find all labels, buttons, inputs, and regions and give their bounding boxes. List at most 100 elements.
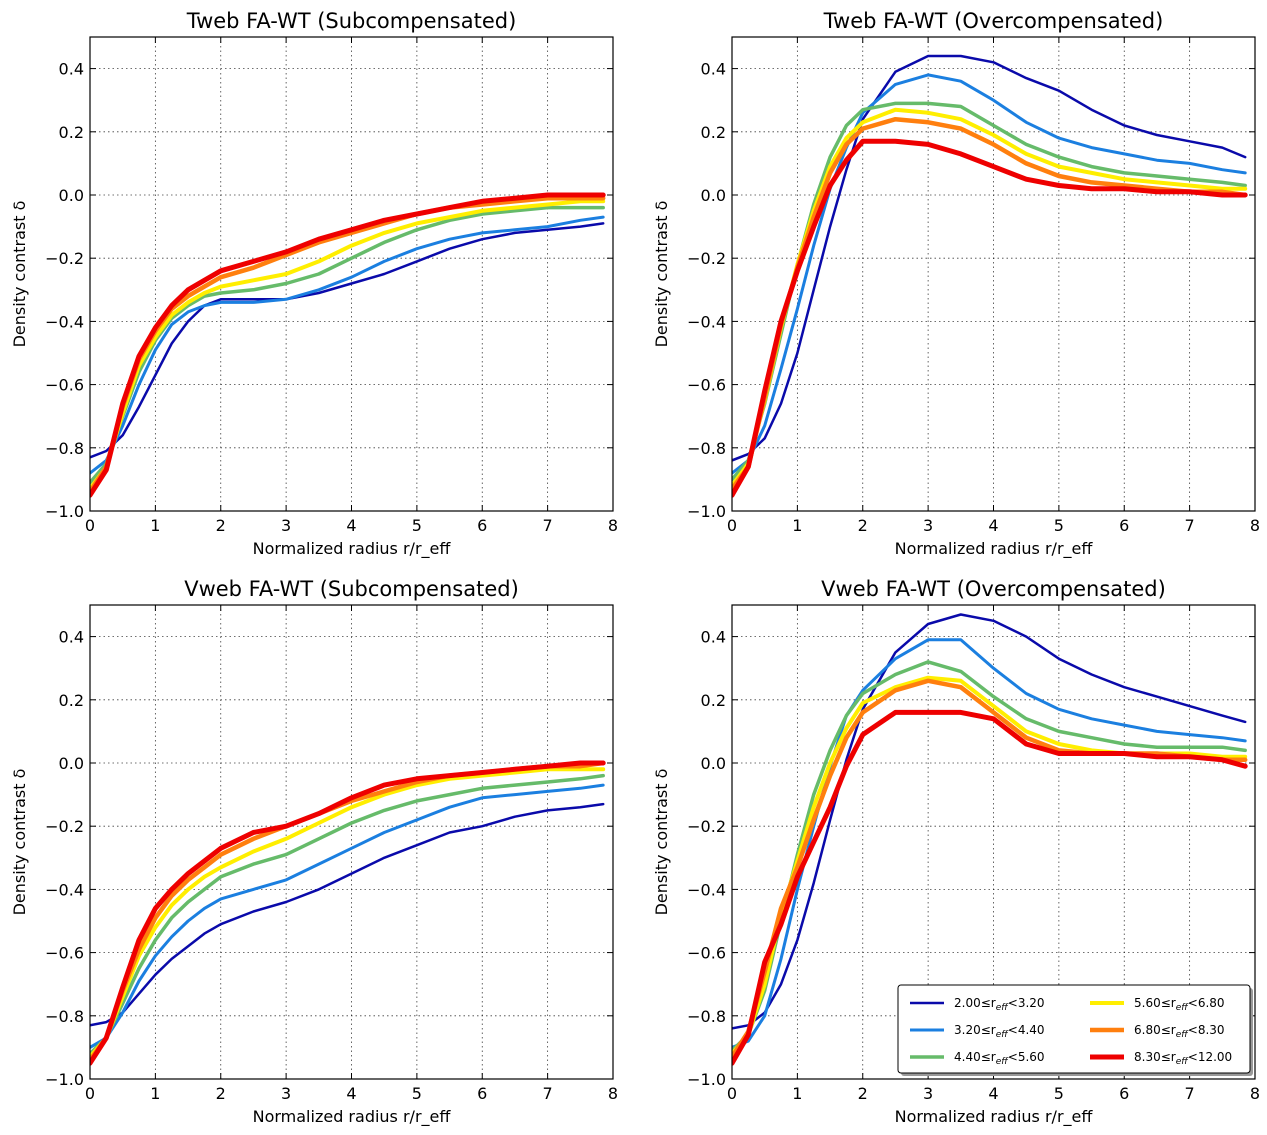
legend-entry-label: 4.40≤reff<5.60 [954, 1050, 1045, 1067]
x-tick-label: 2 [216, 1084, 226, 1103]
y-tick-label: −0.6 [687, 944, 726, 963]
y-tick-label: −0.2 [45, 249, 84, 268]
x-tick-label: 5 [412, 1084, 422, 1103]
y-tick-label: −0.8 [687, 439, 726, 458]
x-tick-label: 4 [346, 516, 356, 535]
series-line-1 [90, 802, 605, 1027]
y-tick-label: 0.2 [701, 123, 726, 142]
chart-panel-3: 0 1 2 3 4 5 6 7 8 0.4 0.2 0.0 −0.2 −0.4 −0.6 −0.8 −1.0 Vw… [10, 577, 618, 1127]
series-line-2 [732, 73, 1247, 475]
x-tick-label: 5 [412, 516, 422, 535]
legend-entry-label: 6.80≤reff<8.30 [1134, 1023, 1225, 1040]
series-group [90, 760, 606, 1066]
y-tick-label: 0.4 [59, 628, 84, 647]
y-axis-label: Density contrast δ [652, 769, 671, 916]
x-tick-label: 0 [85, 1084, 95, 1103]
y-tick-label: 0.0 [701, 186, 726, 205]
x-tick-label: 3 [281, 1084, 291, 1103]
x-tick-label: 5 [1054, 1084, 1064, 1103]
y-tick-label: 0.0 [59, 186, 84, 205]
x-tick-label: 1 [150, 1084, 160, 1103]
y-tick-label: −0.2 [687, 249, 726, 268]
y-tick-label: −0.6 [45, 944, 84, 963]
x-tick-label: 5 [1054, 516, 1064, 535]
x-tick-label: 8 [608, 1084, 618, 1103]
y-tick-label: −0.6 [45, 376, 84, 395]
legend-entry-label: 5.60≤reff<6.80 [1134, 996, 1225, 1013]
chart-title: Tweb FA-WT (Subcompensated) [186, 9, 517, 33]
y-tick-label: −0.2 [687, 817, 726, 836]
series-group [90, 192, 606, 498]
legend-entry-label: 8.30≤reff<12.00 [1134, 1050, 1232, 1067]
series-line-6 [732, 709, 1248, 1066]
x-axis-label: Normalized radius r/r_eff [253, 1107, 452, 1127]
series-group [732, 613, 1248, 1066]
series-line-2 [732, 638, 1247, 1049]
x-tick-label: 3 [923, 516, 933, 535]
x-tick-label: 4 [346, 1084, 356, 1103]
y-tick-label: −0.8 [45, 1007, 84, 1026]
x-tick-label: 6 [477, 1084, 487, 1103]
series-line-3 [90, 205, 605, 485]
chart-panel-2: 0 1 2 3 4 5 6 7 8 0.4 0.2 0.0 −0.2 −0.4 −0.6 −0.8 −1.0 Tw… [652, 9, 1260, 559]
plot-frame [731, 36, 1256, 512]
y-tick-label: 0.2 [59, 123, 84, 142]
x-tick-label: 6 [1119, 516, 1129, 535]
y-tick-label: −0.4 [45, 880, 84, 899]
x-tick-label: 2 [858, 1084, 868, 1103]
y-tick-label: −0.8 [45, 439, 84, 458]
x-tick-label: 1 [792, 1084, 802, 1103]
legend: 2.00≤reff<3.20 3.20≤reff<4.40 4.40≤reff<5.… [897, 984, 1253, 1076]
legend-entry-label: 3.20≤reff<4.40 [954, 1023, 1045, 1040]
series-line-6 [90, 192, 606, 498]
chart-title: Vweb FA-WT (Subcompensated) [184, 577, 519, 601]
series-line-6 [90, 760, 606, 1066]
y-tick-label: 0.2 [701, 691, 726, 710]
series-line-4 [90, 199, 606, 491]
y-tick-label: −0.8 [687, 1007, 726, 1026]
y-axis-label: Density contrast δ [652, 201, 671, 348]
x-tick-label: 8 [1250, 516, 1260, 535]
x-tick-label: 2 [858, 516, 868, 535]
x-axis-label: Normalized radius r/r_eff [895, 539, 1094, 559]
y-tick-label: 0.2 [59, 691, 84, 710]
y-tick-label: −1.0 [45, 502, 84, 521]
x-tick-label: 8 [1250, 1084, 1260, 1103]
chart-panel-4: 0 1 2 3 4 5 6 7 8 0.4 0.2 0.0 −0.2 −0.4 −0.6 −0.8 −1.0 Vw… [652, 577, 1260, 1127]
plot-frame [89, 36, 614, 512]
series-line-3 [732, 101, 1247, 482]
x-tick-label: 0 [85, 516, 95, 535]
y-tick-label: −1.0 [687, 502, 726, 521]
y-axis-label: Density contrast δ [10, 769, 29, 916]
y-tick-label: 0.4 [701, 60, 726, 79]
x-axis-label: Normalized radius r/r_eff [895, 1107, 1094, 1127]
x-tick-label: 1 [792, 516, 802, 535]
y-tick-label: −1.0 [687, 1070, 726, 1089]
series-line-1 [732, 54, 1247, 462]
x-tick-label: 7 [1185, 516, 1195, 535]
x-tick-label: 2 [216, 516, 226, 535]
series-line-2 [90, 783, 605, 1049]
chart-panel-1: 0 1 2 3 4 5 6 7 8 0.4 0.2 0.0 −0.2 −0.4 −0.6 −0.8 −1.0 Tw… [10, 9, 618, 559]
legend-box [897, 984, 1251, 1074]
x-tick-label: 3 [923, 1084, 933, 1103]
x-tick-label: 4 [988, 1084, 998, 1103]
y-tick-label: 0.4 [59, 60, 84, 79]
y-tick-label: −0.4 [687, 880, 726, 899]
y-tick-label: 0.0 [59, 754, 84, 773]
x-tick-label: 7 [543, 1084, 553, 1103]
x-tick-label: 1 [150, 516, 160, 535]
x-tick-label: 7 [1185, 1084, 1195, 1103]
plot-frame [89, 604, 614, 1080]
y-tick-label: 0.0 [701, 754, 726, 773]
x-tick-label: 8 [608, 516, 618, 535]
chart-title: Vweb FA-WT (Overcompensated) [821, 577, 1166, 601]
legend-entry-label: 2.00≤reff<3.20 [954, 996, 1045, 1013]
series-line-1 [732, 613, 1247, 1030]
series-group [732, 54, 1248, 498]
y-tick-label: −0.2 [45, 817, 84, 836]
series-line-2 [90, 215, 605, 475]
x-tick-label: 4 [988, 516, 998, 535]
x-axis-label: Normalized radius r/r_eff [253, 539, 452, 559]
